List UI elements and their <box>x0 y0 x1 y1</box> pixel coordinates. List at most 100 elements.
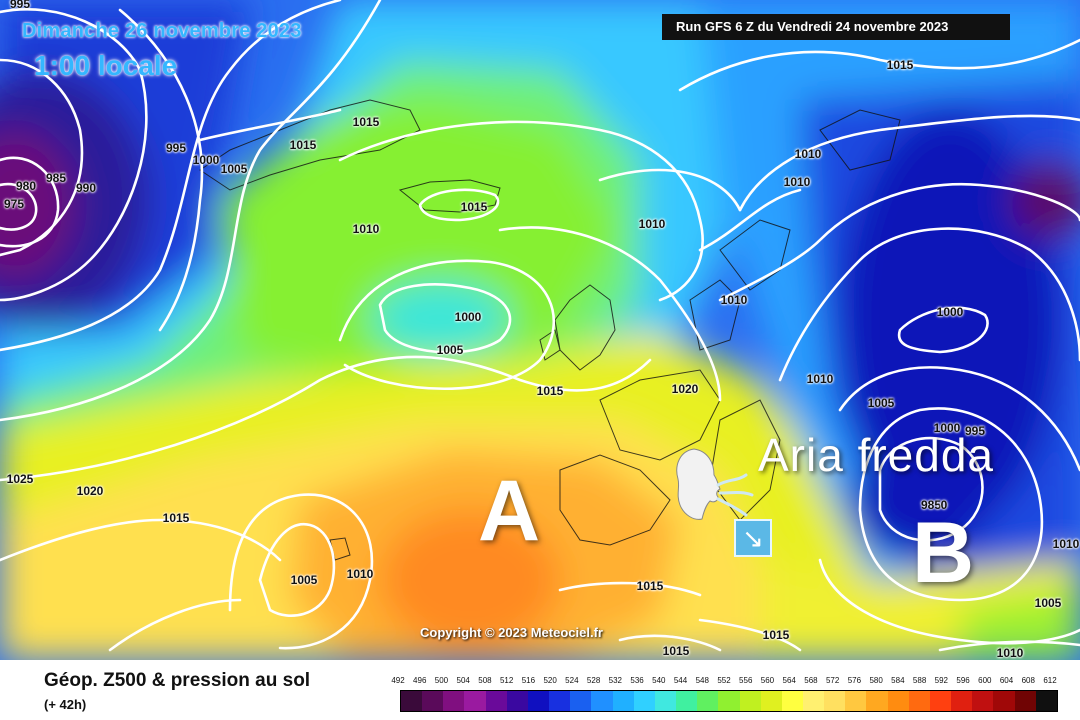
copyright-label: Copyright © 2023 Meteociel.fr <box>420 625 603 640</box>
color-scale-tick: 552 <box>717 676 731 685</box>
color-scale-tick: 592 <box>934 676 949 685</box>
isobar-label: 1015 <box>886 58 914 72</box>
isobar-label: 1000 <box>192 153 220 167</box>
color-scale-tick: 504 <box>456 676 470 685</box>
color-scale-swatch <box>739 691 761 711</box>
color-scale-swatch <box>527 691 550 711</box>
isobar-label: 980 <box>15 179 37 193</box>
color-scale-swatch <box>1014 691 1036 711</box>
low-pressure-marker: B <box>912 505 975 601</box>
color-scale-tick: 548 <box>695 676 709 685</box>
color-scale-swatch <box>887 691 909 711</box>
isobar-label: 1005 <box>436 343 464 357</box>
isobar-label: 1010 <box>996 646 1024 660</box>
color-scale-swatch <box>422 691 444 711</box>
isobar-label: 975 <box>3 197 25 211</box>
color-scale-tick: 564 <box>782 676 796 685</box>
color-scale-tick: 600 <box>978 676 992 685</box>
color-scale-swatch <box>443 691 465 711</box>
color-scale-tick: 492 <box>391 676 405 685</box>
color-scale-tick: 508 <box>478 676 492 685</box>
color-scale-bar <box>400 690 1058 712</box>
isobar-label: 1000 <box>454 310 482 324</box>
cold-air-label: Aria fredda <box>758 429 995 481</box>
color-scale-swatch <box>824 691 846 711</box>
isobar-label: 0 <box>940 498 948 512</box>
isobar-label: 1010 <box>352 222 380 236</box>
legend-title: Géop. Z500 & pression au sol <box>44 670 311 691</box>
color-scale-swatch <box>972 691 994 711</box>
color-scale-tick: 588 <box>912 676 927 685</box>
color-scale-tick: 560 <box>760 676 775 685</box>
color-scale-tick: 576 <box>847 676 862 685</box>
color-scale-swatch <box>1035 691 1057 711</box>
color-scale-tick: 540 <box>652 676 666 685</box>
blowing-wind-face-icon <box>676 448 754 520</box>
color-scale-swatch <box>506 691 528 711</box>
isobar-label: 1020 <box>671 382 699 396</box>
color-scale-tick: 524 <box>565 676 579 685</box>
color-scale-tick: 536 <box>630 676 644 685</box>
isobar-label: 1010 <box>794 147 822 161</box>
color-scale-swatch <box>908 691 930 711</box>
color-scale-tick: 612 <box>1043 676 1057 685</box>
color-scale-tick: 544 <box>673 676 688 685</box>
isobar-label: 1015 <box>162 511 190 525</box>
color-scale-tick: 584 <box>891 676 905 685</box>
model-run-label: Run GFS 6 Z du Vendredi 24 novembre 2023 <box>662 14 1010 40</box>
isobar-label: 1005 <box>290 573 318 587</box>
isobar-label: 1005 <box>867 396 895 410</box>
color-scale-swatch <box>993 691 1015 711</box>
color-scale-tick: 532 <box>608 676 623 685</box>
color-scale-tick: 500 <box>434 676 449 685</box>
color-scale-tick: 556 <box>739 676 753 685</box>
color-scale-tick: 520 <box>543 676 557 685</box>
isobar-label: 1015 <box>536 384 564 398</box>
color-scale-tick: 572 <box>825 676 840 685</box>
isobar-label: 1010 <box>783 175 811 189</box>
color-scale-tick: 516 <box>521 676 536 685</box>
isobar-label: 995 <box>9 0 31 11</box>
color-scale-swatch <box>633 691 655 711</box>
isobar-label: 1010 <box>1052 537 1080 551</box>
color-scale-swatch <box>802 691 825 711</box>
color-scale-swatch <box>845 691 867 711</box>
isobar-label: 1015 <box>636 579 664 593</box>
color-scale-swatch <box>401 691 423 711</box>
weather-map: Dimanche 26 novembre 2023 1:00 locale Ru… <box>0 0 1080 660</box>
color-scale-swatch <box>549 691 571 711</box>
color-scale-tick: 496 <box>413 676 427 685</box>
isobar-label: 995 <box>964 424 986 438</box>
isobar-label: 990 <box>75 181 97 195</box>
isobar-label: 1005 <box>220 162 248 176</box>
color-scale-tick: 580 <box>869 676 883 685</box>
color-scale-labels: 492 496 500 504 508 512 516 520 524 528 532 536 540 5… <box>391 676 1056 688</box>
color-scale-tick: 528 <box>586 676 601 685</box>
color-scale-swatch <box>866 691 888 711</box>
isobar-label: 1015 <box>352 115 380 129</box>
color-scale-tick: 512 <box>499 676 514 685</box>
color-scale-swatch <box>676 691 698 711</box>
color-scale-tick: 604 <box>999 676 1014 685</box>
isobar-label: 1000 <box>933 421 961 435</box>
forecast-time: 1:00 locale <box>34 50 178 81</box>
color-scale-swatch <box>760 691 782 711</box>
isobar-label: 1015 <box>662 644 690 658</box>
forecast-date: Dimanche 26 novembre 2023 <box>22 20 302 42</box>
color-scale-swatch <box>951 691 973 711</box>
color-scale-swatch <box>718 691 740 711</box>
color-scale-swatch <box>697 691 719 711</box>
color-scale-tick: 608 <box>1021 676 1035 685</box>
color-scale-tick: 596 <box>956 676 970 685</box>
isobar-label: 1015 <box>762 628 790 642</box>
color-scale-swatch <box>929 691 952 711</box>
isobar-label: 1010 <box>346 567 374 581</box>
isobar-label: 1025 <box>6 472 34 486</box>
geopotential-field <box>0 0 1080 660</box>
isobar-label: 1005 <box>1034 596 1062 610</box>
isobar-label: 1010 <box>720 293 748 307</box>
isobar-label: 995 <box>165 141 187 155</box>
isobar-label: 985 <box>45 171 67 185</box>
high-pressure-marker: A <box>478 463 541 559</box>
color-scale-swatch <box>591 691 613 711</box>
